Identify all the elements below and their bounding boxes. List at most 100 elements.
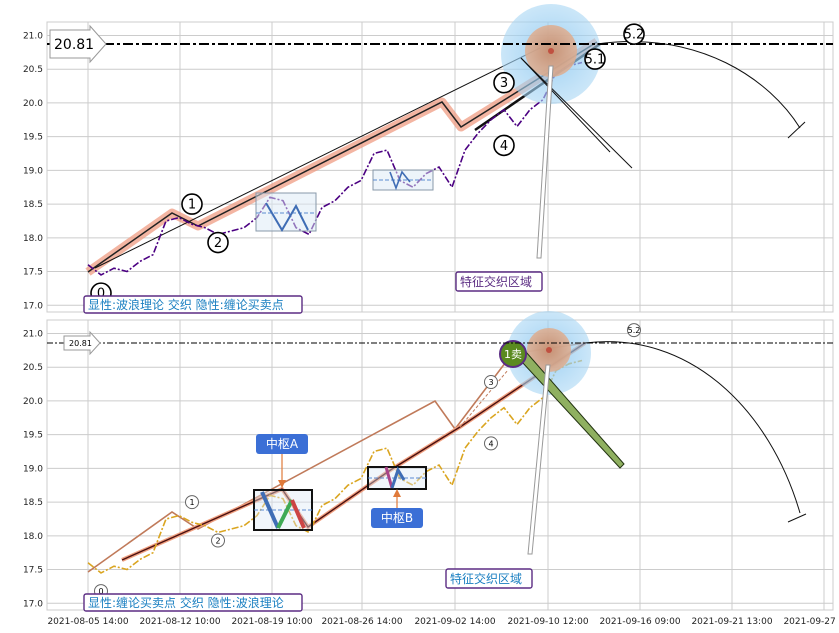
x-tick-label: 2021-08-26 14:00 — [321, 617, 402, 627]
top-box-1-zigzag — [265, 202, 309, 232]
wave-label-text: 4 — [500, 139, 508, 154]
sell-badge-text: 1卖 — [504, 348, 522, 361]
y-tick-label: 19.5 — [23, 431, 43, 441]
channel-line — [94, 47, 541, 269]
top-proj-1 — [520, 57, 633, 169]
y-tick-label: 17.0 — [23, 301, 43, 311]
wave-label-text: 3 — [500, 76, 508, 91]
wave-label-text: 0 — [98, 587, 103, 596]
bottom-annotation-box — [445, 568, 533, 589]
y-tick-label: 17.5 — [23, 268, 43, 278]
bottom-panel: 17.0 17.5 18.0 18.5 19.0 19.5 20.0 20.5 21.0 — [23, 311, 834, 612]
wave-label-circle — [211, 533, 225, 548]
top-caption: 显性:波浪理论 交织 隐性:缠论买卖点 — [88, 297, 284, 312]
zhongshu-a-label: 中枢A — [266, 436, 299, 451]
bottom-dashed-seg — [459, 369, 509, 428]
zhongshu-b-label: 中枢B — [381, 510, 413, 525]
wave-label-text: 2 — [214, 236, 222, 251]
bottom-arrow — [527, 364, 551, 555]
zhongshu-b-seg-1 — [384, 466, 394, 489]
bottom-zone-core — [546, 347, 552, 353]
wave-label-text: 5.2 — [628, 326, 641, 335]
wave-label-circle — [623, 23, 645, 45]
wave-label-text: 2 — [215, 537, 220, 546]
bottom-price-marker — [63, 330, 101, 356]
wave-label-text: 3 — [488, 378, 493, 387]
wave-label-2: 2 — [211, 533, 225, 548]
bottom-grid — [47, 320, 833, 610]
y-tick-label: 19.0 — [23, 464, 43, 474]
wave-label-circle — [493, 71, 515, 94]
wave-label-circle — [484, 436, 498, 451]
zhongshu-a-seg-1 — [260, 491, 280, 529]
x-tick-labels: 2021-08-05 14:00 2021-08-12 10:00 2021-08-… — [47, 617, 839, 627]
wave-label-circle — [584, 48, 606, 70]
wave-label-circle — [484, 375, 498, 390]
y-tick-label: 20.0 — [23, 397, 43, 407]
x-tick-label: 2021-08-12 10:00 — [139, 617, 220, 627]
wave-label-text: 5.2 — [624, 28, 645, 43]
y-tick-label: 18.5 — [23, 498, 43, 508]
wave-label-3: 3 — [493, 71, 515, 94]
y-tick-label: 17.5 — [23, 566, 43, 576]
wave-label-5.2: 5.2 — [627, 323, 641, 338]
bottom-stroke-inner — [121, 342, 586, 561]
bottom-wave-labels: 0 1 2 3 4 5.2 — [94, 323, 641, 599]
wave-label-text: 4 — [488, 439, 493, 448]
y-tick-label: 18.0 — [23, 234, 43, 244]
top-proj-2 — [520, 57, 611, 153]
y-tick-label: 21.0 — [23, 31, 43, 41]
top-annotation-box — [455, 271, 543, 292]
bottom-arc-end — [787, 513, 807, 523]
bottom-annotation: 特征交织区域 — [450, 571, 522, 586]
x-tick-label: 2021-09-27 10:00 — [783, 617, 839, 627]
sell-badge — [499, 340, 527, 368]
top-price-marker — [49, 24, 107, 64]
bottom-plot-area — [46, 319, 834, 611]
top-wave-labels: 0 1 2 3 4 5.1 5.2 — [90, 23, 645, 304]
top-arc-end — [787, 121, 806, 139]
wave-label-circle — [207, 231, 229, 254]
y-tick-label: 20.0 — [23, 99, 43, 109]
top-price-marker-text: 20.81 — [54, 37, 94, 53]
x-tick-label: 2021-08-19 10:00 — [231, 617, 312, 627]
y-tick-label: 18.5 — [23, 200, 43, 210]
wave-label-5.2: 5.2 — [623, 23, 645, 45]
zhongshu-a-seg-3 — [290, 499, 306, 529]
wave-label-1: 1 — [185, 495, 199, 510]
bottom-caption: 显性:缠论买卖点 交织 隐性:波浪理论 — [88, 595, 284, 610]
zhongshu-a-seg-2 — [276, 499, 294, 529]
wave-label-4: 4 — [493, 134, 515, 157]
x-tick-label: 2021-09-10 12:00 — [507, 617, 588, 627]
x-tick-label: 2021-09-21 13:00 — [691, 617, 772, 627]
bottom-caption-box — [83, 593, 303, 612]
y-tick-label: 20.5 — [23, 363, 43, 373]
bottom-y-tick-labels: 17.0 17.5 18.0 18.5 19.0 19.5 20.0 20.5 21.0 — [23, 329, 43, 609]
wave-label-2: 2 — [207, 231, 229, 254]
bottom-price-marker-text: 20.81 — [69, 339, 92, 348]
y-tick-label: 21.0 — [23, 329, 43, 339]
y-tick-label: 19.0 — [23, 166, 43, 176]
y-tick-label: 17.0 — [23, 599, 43, 609]
top-panel: 17.017.518.018.519.019.520.020.521.0 20. — [23, 4, 834, 314]
zhongshu-b-seg-2 — [390, 466, 406, 489]
top-caption-box — [83, 295, 303, 314]
wave-label-1: 1 — [181, 193, 203, 215]
wave-label-3: 3 — [484, 375, 498, 390]
wave-label-circle — [493, 134, 515, 157]
top-arrow — [536, 65, 554, 259]
x-tick-label: 2021-09-02 14:00 — [414, 617, 495, 627]
wave-label-circle — [181, 193, 203, 215]
wave-label-text: 1 — [189, 498, 194, 507]
wave-line — [87, 41, 598, 273]
y-tick-label: 18.0 — [23, 532, 43, 542]
wave-label-text: 5.1 — [585, 53, 606, 68]
wave-label-circle — [185, 495, 199, 510]
y-tick-label: 19.5 — [23, 133, 43, 143]
wave-label-4: 4 — [484, 436, 498, 451]
top-y-tick-labels: 17.0 17.5 18.0 18.5 19.0 19.5 20.0 20.5 21.0 — [23, 31, 43, 311]
zhongshu-b-pointer-head — [393, 489, 401, 497]
zhongshu-a-pointer-head — [278, 480, 286, 488]
wave-label-text: 0 — [97, 287, 105, 302]
